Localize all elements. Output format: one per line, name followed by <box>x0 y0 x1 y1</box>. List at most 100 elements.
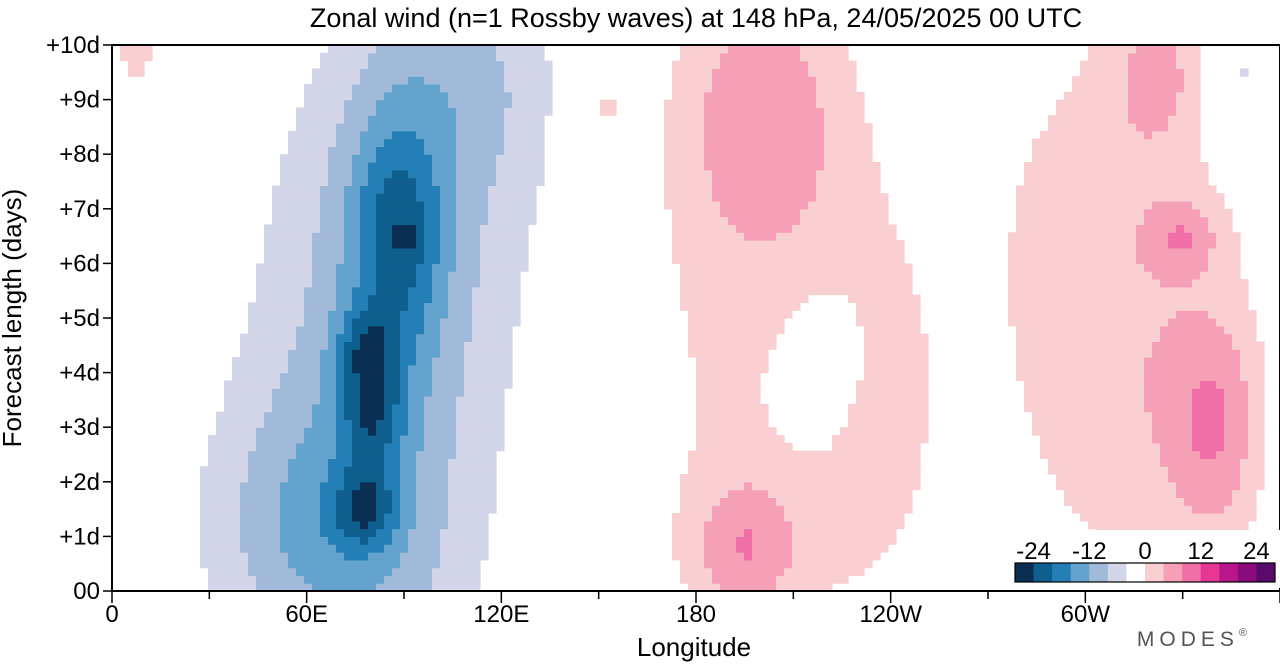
field-cell <box>1064 286 1073 296</box>
field-cell <box>1048 130 1057 140</box>
field-cell <box>1200 177 1209 186</box>
field-cell <box>376 396 385 405</box>
field-cell <box>1248 310 1257 319</box>
field-cell <box>896 505 905 514</box>
field-cell <box>384 419 393 428</box>
field-cell <box>408 419 417 428</box>
field-cell <box>1088 380 1097 389</box>
field-cell <box>320 333 329 342</box>
field-cell <box>304 123 313 132</box>
field-cell <box>384 536 393 545</box>
field-cell <box>464 567 473 576</box>
field-cell <box>776 497 785 506</box>
field-cell <box>480 138 489 147</box>
field-cell <box>872 325 881 335</box>
field-cell <box>912 458 921 467</box>
field-cell <box>1152 364 1161 374</box>
field-cell <box>1136 411 1145 420</box>
field-cell <box>880 216 889 225</box>
field-cell <box>208 520 217 530</box>
field-cell <box>848 271 857 280</box>
field-cell <box>416 130 425 140</box>
field-cell <box>272 396 281 405</box>
field-cell <box>880 450 889 459</box>
field-cell <box>248 325 257 335</box>
field-cell <box>376 279 385 288</box>
field-cell <box>720 162 729 171</box>
field-cell <box>864 489 873 498</box>
field-cell <box>264 247 273 257</box>
field-cell <box>816 240 825 249</box>
field-cell <box>1056 450 1065 459</box>
field-cell <box>1104 201 1113 210</box>
field-cell <box>872 177 881 186</box>
field-cell <box>320 193 329 202</box>
field-cell <box>872 240 881 249</box>
field-cell <box>1104 263 1113 272</box>
field-cell <box>352 411 361 420</box>
field-cell <box>864 216 873 225</box>
field-cell <box>1224 396 1233 405</box>
field-cell <box>704 193 713 202</box>
field-cell <box>440 380 449 389</box>
field-cell <box>768 263 777 272</box>
field-cell <box>792 528 801 537</box>
field-cell <box>1016 247 1025 257</box>
field-cell <box>1224 357 1233 366</box>
field-cell <box>1136 224 1145 233</box>
field-cell <box>440 567 449 576</box>
field-cell <box>800 528 809 537</box>
field-cell <box>336 466 345 475</box>
field-cell <box>496 263 505 272</box>
field-cell <box>432 396 441 405</box>
field-cell <box>368 427 377 436</box>
field-cell <box>776 286 785 296</box>
field-cell <box>400 520 409 530</box>
field-cell <box>792 536 801 545</box>
field-cell <box>1048 255 1057 264</box>
field-cell <box>904 341 913 350</box>
field-cell <box>1160 497 1169 506</box>
field-cell <box>1032 169 1041 179</box>
field-cell <box>808 146 817 155</box>
field-cell <box>1056 318 1065 327</box>
field-cell <box>432 435 441 444</box>
field-cell <box>704 536 713 545</box>
field-cell <box>1120 357 1129 366</box>
field-cell <box>528 201 537 210</box>
field-cell <box>504 232 513 241</box>
field-cell <box>712 552 721 561</box>
field-cell <box>400 481 409 491</box>
field-cell <box>368 388 377 397</box>
field-cell <box>368 458 377 467</box>
field-cell <box>1216 419 1225 428</box>
field-cell <box>1056 162 1065 171</box>
field-cell <box>288 208 297 218</box>
field-cell <box>1208 481 1217 491</box>
field-cell <box>1192 193 1201 202</box>
field-cell <box>344 193 353 202</box>
field-cell <box>1144 255 1153 264</box>
field-cell <box>1080 505 1089 514</box>
field-cell <box>1224 466 1233 475</box>
field-cell <box>896 520 905 530</box>
field-cell <box>1168 201 1177 210</box>
field-cell <box>736 388 745 397</box>
field-cell <box>880 536 889 545</box>
field-cell <box>888 357 897 366</box>
field-cell <box>280 169 289 179</box>
field-cell <box>1032 240 1041 249</box>
field-cell <box>704 247 713 257</box>
field-cell <box>736 505 745 514</box>
field-cell <box>864 442 873 452</box>
field-cell <box>1200 201 1209 210</box>
field-cell <box>1072 286 1081 296</box>
field-cell <box>792 544 801 553</box>
field-cell <box>736 240 745 249</box>
field-cell <box>456 224 465 233</box>
field-cell <box>416 357 425 366</box>
field-cell <box>712 513 721 522</box>
field-cell <box>808 458 817 467</box>
field-cell <box>1160 427 1169 436</box>
field-cell <box>792 559 801 569</box>
